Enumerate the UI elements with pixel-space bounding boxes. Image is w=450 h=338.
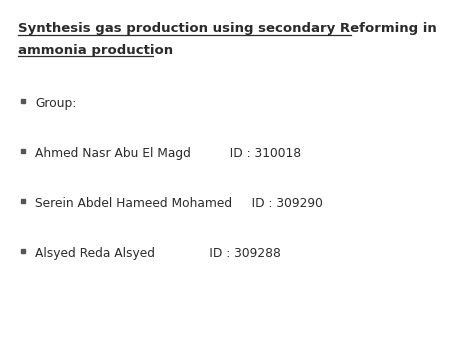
Text: Ahmed Nasr Abu El Magd          ID : 310018: Ahmed Nasr Abu El Magd ID : 310018 — [35, 147, 301, 160]
Text: ammonia production: ammonia production — [18, 44, 174, 57]
Text: Synthesis gas production using secondary Reforming in: Synthesis gas production using secondary… — [18, 22, 437, 35]
Text: Alsyed Reda Alsyed              ID : 309288: Alsyed Reda Alsyed ID : 309288 — [35, 247, 281, 260]
Text: Group:: Group: — [35, 97, 76, 110]
Text: Serein Abdel Hameed Mohamed     ID : 309290: Serein Abdel Hameed Mohamed ID : 309290 — [35, 197, 323, 210]
